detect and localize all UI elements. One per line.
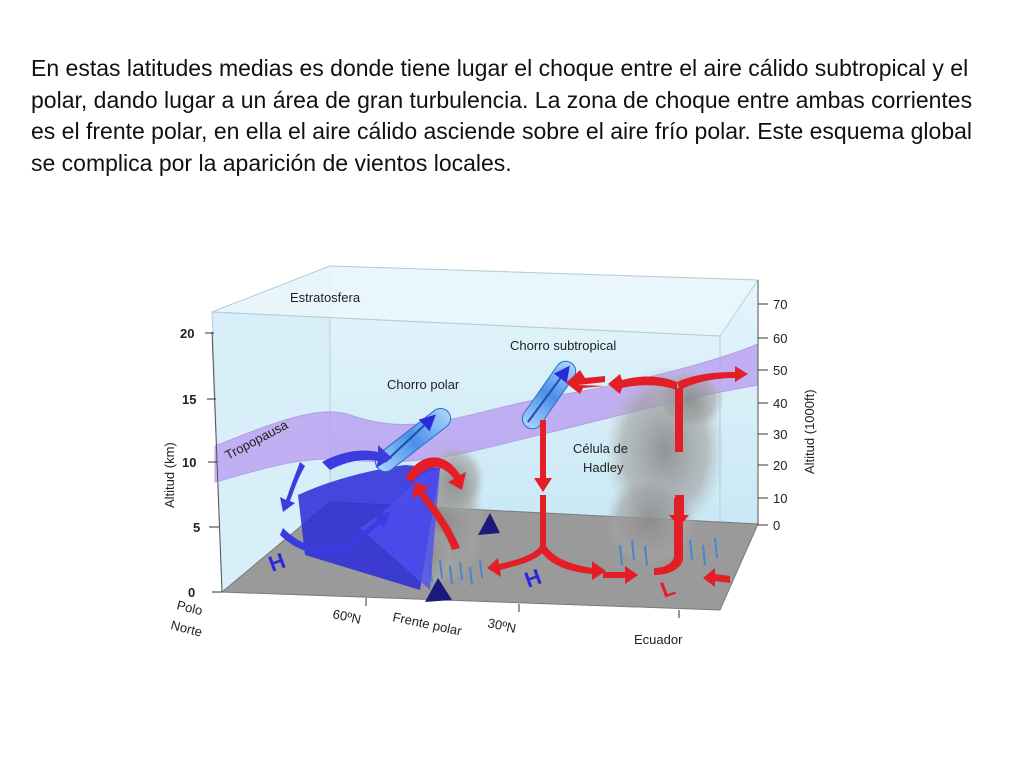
hadley-cell-label-line2: Hadley — [583, 460, 624, 475]
right-tick-60: 60 — [773, 331, 787, 346]
left-tick-0: 0 — [188, 585, 195, 600]
lat-30-label: 30ºN — [486, 615, 517, 636]
right-tick-40: 40 — [773, 396, 787, 411]
polar-front-label: Frente polar — [391, 609, 463, 638]
right-tick-30: 30 — [773, 427, 787, 442]
left-tick-10: 10 — [182, 455, 196, 470]
hadley-cell-label-line1: Célula de — [573, 441, 628, 456]
subtropical-jet — [521, 360, 577, 430]
right-tick-70: 70 — [773, 297, 787, 312]
right-tick-20: 20 — [773, 458, 787, 473]
right-tick-10: 10 — [773, 491, 787, 506]
right-altitude-axis: 70 60 50 40 30 20 10 0 Altitud (1000ft) — [757, 280, 817, 533]
warm-air-arrows — [405, 366, 748, 587]
stratosphere-label: Estratosfera — [290, 290, 361, 305]
pole-label-line2: Norte — [169, 617, 203, 639]
left-altitude-axis: 20 15 10 5 0 Altitud (km) — [162, 326, 223, 600]
right-tick-50: 50 — [773, 363, 787, 378]
left-tick-5: 5 — [193, 520, 200, 535]
front-symbol — [425, 578, 452, 602]
subtropical-jet-label: Chorro subtropical — [510, 338, 616, 353]
left-tick-20: 20 — [180, 326, 194, 341]
right-tick-0: 0 — [773, 518, 780, 533]
cold-air-arrows — [280, 445, 392, 558]
intro-paragraph: En estas latitudes medias es donde tiene… — [31, 55, 973, 176]
right-axis-title: Altitud (1000ft) — [802, 389, 817, 474]
front-symbol — [478, 513, 500, 535]
polar-jet-label: Chorro polar — [387, 377, 460, 392]
left-axis-title: Altitud (km) — [162, 442, 177, 508]
polar-jet — [374, 407, 452, 473]
pole-label-line1: Polo — [175, 597, 204, 618]
lat-60-label: 60ºN — [331, 606, 362, 627]
left-tick-15: 15 — [182, 392, 196, 407]
equator-label: Ecuador — [634, 632, 683, 647]
